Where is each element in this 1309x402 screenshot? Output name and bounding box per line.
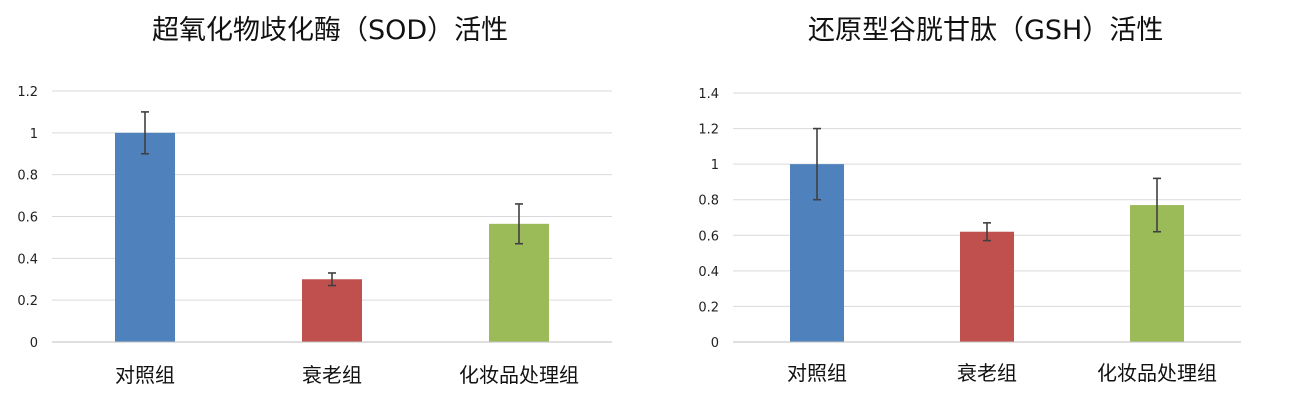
gsh-y-tick-label: 1.4 — [698, 87, 719, 102]
gsh-category-label: 化妆品处理组 — [1097, 361, 1217, 385]
gsh-error-bar — [1153, 177, 1161, 233]
sod-y-tick-label: 1 — [30, 127, 38, 142]
gsh-bar-chart: 0 0.2 0.4 0.6 0.8 1 1.2 1.4 对照组 衰老组 化妆品处理组 — [698, 87, 1241, 385]
sod-y-tick-label: 0.2 — [17, 294, 38, 309]
gsh-category-label: 对照组 — [787, 361, 847, 385]
sod-category-label: 化妆品处理组 — [459, 363, 579, 387]
sod-category-label: 对照组 — [115, 363, 175, 387]
gsh-y-tick-label: 1.2 — [698, 123, 719, 138]
sod-plot-area: 0 0.2 0.4 0.6 0.8 1 1.2 对照组 衰老组 化妆品处理组 — [0, 66, 630, 402]
gsh-y-tick-label: 0.2 — [698, 300, 719, 315]
gsh-bar — [960, 231, 1014, 342]
gsh-error-bar — [983, 222, 991, 242]
sod-y-tick-label: 0.6 — [17, 211, 38, 226]
sod-bar — [115, 132, 175, 342]
sod-error-bar — [515, 203, 523, 245]
sod-y-tick-label: 0.4 — [17, 252, 38, 267]
gsh-y-tick-label: 0.8 — [698, 194, 719, 209]
sod-bar-chart: 0 0.2 0.4 0.6 0.8 1 1.2 对照组 衰老组 化妆品处理组 — [17, 85, 612, 387]
sod-error-bar — [141, 111, 149, 155]
sod-chart-title: 超氧化物歧化酶（SOD）活性 — [152, 15, 509, 46]
sod-y-tick-label: 0.8 — [17, 169, 38, 184]
sod-bar — [302, 279, 362, 342]
sod-y-tick-label: 1.2 — [17, 85, 38, 100]
sod-y-tick-label: 0 — [30, 336, 38, 351]
gsh-plot-area: 0 0.2 0.4 0.6 0.8 1 1.2 1.4 对照组 衰老组 化妆品处理组 — [683, 66, 1293, 402]
gsh-y-tick-label: 0 — [711, 336, 719, 351]
gsh-y-tick-label: 1 — [711, 158, 719, 173]
gsh-category-label: 衰老组 — [957, 361, 1017, 385]
gsh-error-bar — [813, 127, 821, 201]
sod-category-label: 衰老组 — [302, 363, 362, 387]
sod-error-bar — [328, 272, 336, 287]
gsh-chart-title: 还原型谷胱甘肽（GSH）活性 — [808, 15, 1164, 46]
gsh-y-tick-label: 0.4 — [698, 265, 719, 280]
gsh-y-tick-label: 0.6 — [698, 229, 719, 244]
